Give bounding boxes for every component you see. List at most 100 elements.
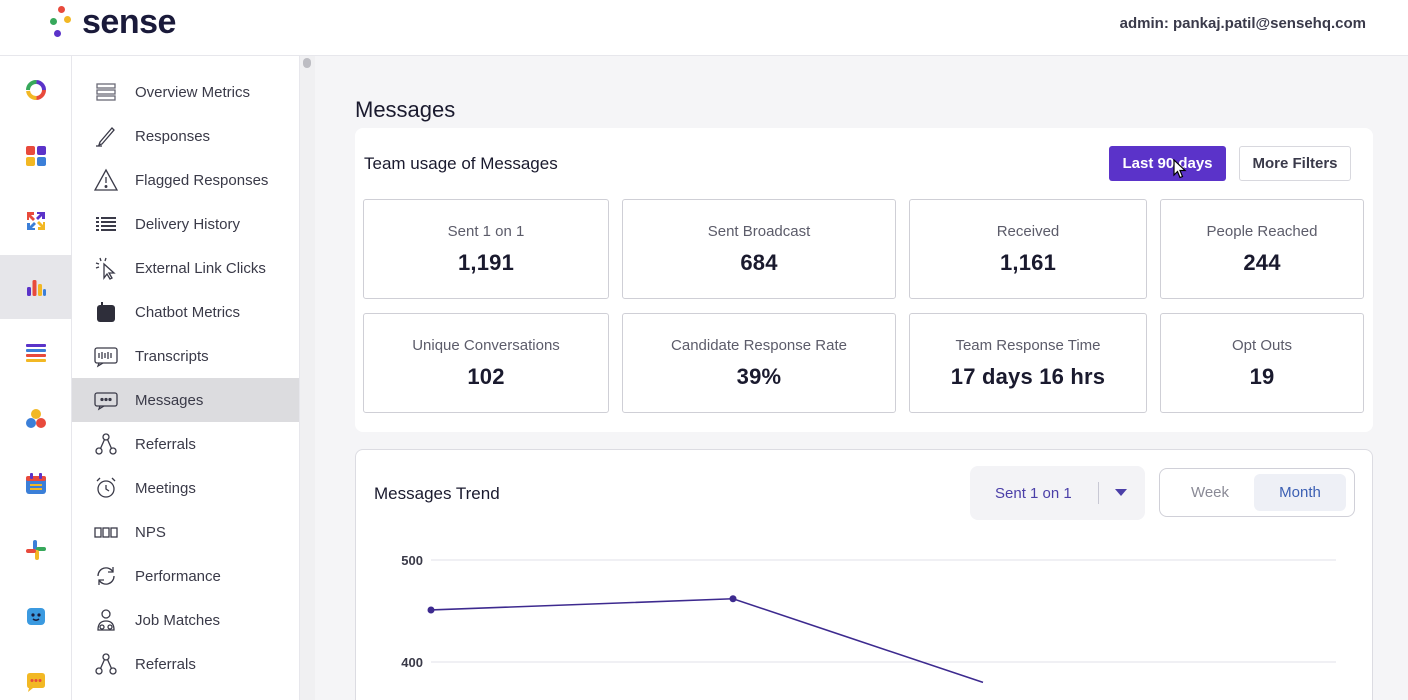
subnav-label: Delivery History: [135, 215, 241, 233]
metric-value: 102: [467, 364, 505, 389]
subnav-scrollbar[interactable]: [300, 56, 315, 700]
rail-item-exchange[interactable]: [0, 189, 72, 253]
rail-item-dashboard[interactable]: [0, 124, 72, 188]
chatbot-box-icon: [97, 302, 115, 322]
rail-item-calendar[interactable]: [0, 452, 72, 516]
toggle-week[interactable]: Week: [1190, 484, 1230, 501]
metric-label: Sent Broadcast: [707, 223, 811, 240]
subnav-item-chatbot-metrics[interactable]: Chatbot Metrics: [72, 290, 299, 334]
subnav-label: Meetings: [135, 479, 196, 497]
metric-label: People Reached: [1206, 223, 1318, 240]
mouse-pointer-icon: [1173, 159, 1187, 179]
subnav-item-delivery-history[interactable]: Delivery History: [72, 202, 299, 246]
period-toggle: Week Month: [1159, 468, 1355, 517]
list-icon: [26, 344, 46, 362]
rail-item-chatbot[interactable]: [0, 584, 72, 648]
admin-user-label[interactable]: admin: pankaj.patil@sensehq.com: [1119, 15, 1366, 32]
referral-icon: [95, 653, 117, 675]
rail-item-slack[interactable]: [0, 518, 72, 582]
subnav-item-meetings[interactable]: Meetings: [72, 466, 299, 510]
arrows-exchange-icon: [27, 212, 45, 230]
analytics-subnav: Overview Metrics Responses Flagged Respo…: [72, 56, 300, 700]
data-point[interactable]: [427, 606, 435, 614]
metric-card-unique-conversations: Unique Conversations 102: [363, 313, 609, 413]
subnav-item-referrals[interactable]: Referrals: [72, 422, 299, 466]
metric-label: Team Response Time: [955, 337, 1101, 354]
rail-item-analytics[interactable]: [0, 255, 72, 319]
series-line: [430, 597, 984, 684]
subnav-label: Responses: [135, 127, 211, 145]
trend-metric-value: Sent 1 on 1: [995, 485, 1072, 502]
subnav-label: Referrals: [135, 655, 196, 673]
nps-icon: [94, 527, 118, 538]
metric-value: 39%: [736, 364, 782, 389]
metric-value: 17 days 16 hrs: [950, 364, 1106, 389]
data-point[interactable]: [729, 595, 737, 603]
metric-card-team-response-time: Team Response Time 17 days 16 hrs: [909, 313, 1147, 413]
metric-card-people-reached: People Reached 244: [1160, 199, 1364, 299]
pencil-icon: [96, 127, 115, 147]
chat-bubble-icon: [27, 673, 45, 692]
rail-item-lists[interactable]: [0, 321, 72, 385]
metric-label: Sent 1 on 1: [447, 223, 525, 240]
top-bar: sense admin: pankaj.patil@sensehq.com: [0, 0, 1408, 56]
subnav-item-flagged-responses[interactable]: Flagged Responses: [72, 158, 299, 202]
subnav-label: Job Matches: [135, 611, 221, 629]
cursor-click-icon: [95, 257, 116, 280]
bar-chart-icon: [27, 280, 46, 296]
subnav-label: External Link Clicks: [135, 259, 266, 277]
y-tick-label: 500: [401, 553, 423, 568]
donut-logo-icon: [26, 80, 46, 100]
messages-trend-title: Messages Trend: [374, 484, 500, 503]
sense-logo[interactable]: sense: [46, 4, 176, 40]
metric-value: 244: [1243, 250, 1281, 275]
metric-value: 1,191: [457, 250, 515, 275]
date-range-button[interactable]: Last 90 days: [1109, 146, 1226, 181]
slack-icon: [26, 540, 46, 560]
logo-dots-icon: [46, 4, 72, 40]
subnav-item-performance[interactable]: Performance: [72, 554, 299, 598]
subnav-item-referrals-2[interactable]: Referrals: [72, 642, 299, 686]
subnav-item-job-matches[interactable]: Job Matches: [72, 598, 299, 642]
messages-trend-card: Messages Trend Sent 1 on 1 Week Month 40…: [355, 449, 1373, 700]
metric-card-candidate-response-rate: Candidate Response Rate 39%: [622, 313, 896, 413]
subnav-label: Performance: [135, 567, 221, 585]
job-matches-icon: [97, 609, 115, 631]
subnav-item-responses[interactable]: Responses: [72, 114, 299, 158]
subnav-item-nps[interactable]: NPS: [72, 510, 299, 554]
trend-metric-select[interactable]: Sent 1 on 1: [970, 466, 1145, 520]
metric-label: Opt Outs: [1231, 337, 1293, 354]
metric-card-opt-outs: Opt Outs 19: [1160, 313, 1364, 413]
brand-name: sense: [82, 3, 176, 41]
subnav-item-external-link-clicks[interactable]: External Link Clicks: [72, 246, 299, 290]
page-title: Messages: [355, 97, 456, 122]
chatbot-icon: [27, 608, 45, 625]
subnav-item-transcripts[interactable]: Transcripts: [72, 334, 299, 378]
toggle-month[interactable]: Month: [1254, 474, 1346, 511]
refresh-icon: [97, 567, 115, 585]
rail-item-people[interactable]: [0, 387, 72, 451]
metric-label: Unique Conversations: [412, 337, 560, 354]
messages-trend-chart: 400 500: [401, 553, 1336, 684]
subnav-label: Transcripts: [135, 347, 209, 365]
subnav-label: Referrals: [135, 435, 196, 453]
metric-label: Candidate Response Rate: [671, 337, 847, 354]
metric-card-received: Received 1,161: [909, 199, 1147, 299]
subnav-scrollbar-thumb[interactable]: [303, 58, 311, 68]
referral-icon: [95, 433, 117, 455]
subnav-label: Messages: [135, 391, 204, 409]
subnav-label: Overview Metrics: [135, 83, 251, 101]
subnav-item-messages[interactable]: Messages: [72, 378, 299, 422]
rail-item-messages[interactable]: [0, 650, 72, 700]
team-usage-title: Team usage of Messages: [364, 154, 558, 173]
alarm-clock-icon: [96, 477, 116, 498]
metric-value: 19: [1249, 364, 1275, 389]
rail-item-home[interactable]: [0, 58, 72, 122]
dashboard-grid-icon: [26, 146, 46, 166]
metric-card-sent-broadcast: Sent Broadcast 684: [622, 199, 896, 299]
subnav-item-overview-metrics[interactable]: Overview Metrics: [72, 70, 299, 114]
metric-label: Received: [996, 223, 1060, 240]
metric-value: 1,161: [999, 250, 1057, 275]
chevron-down-icon[interactable]: [1115, 489, 1127, 496]
more-filters-button[interactable]: More Filters: [1239, 146, 1351, 181]
